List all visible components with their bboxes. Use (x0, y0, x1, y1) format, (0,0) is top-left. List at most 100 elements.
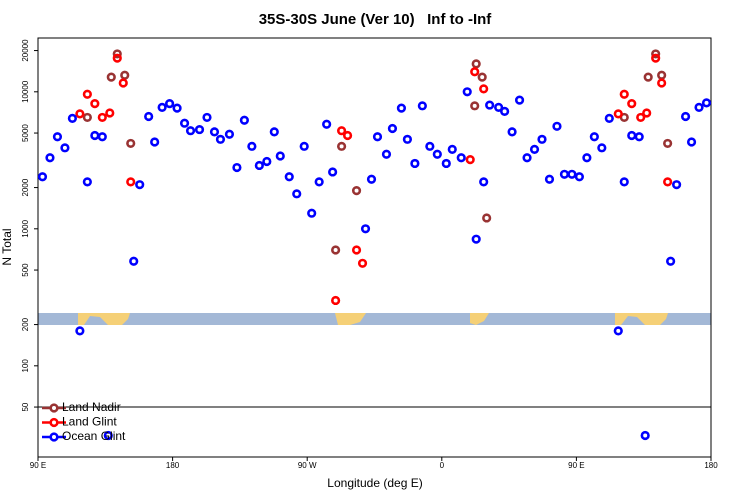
data-point (462, 87, 472, 97)
x-tick-label: 90 W (298, 461, 317, 470)
legend-label: Land Nadir (62, 400, 121, 414)
data-point (604, 113, 614, 123)
data-point (247, 141, 257, 151)
data-point (144, 111, 154, 122)
data-point (275, 151, 285, 161)
data-point (224, 129, 235, 139)
data-point (172, 103, 182, 113)
data-point (126, 138, 136, 149)
data-point (120, 70, 130, 80)
x-tick-label: 90 E (30, 461, 46, 470)
chart-title: 35S-30S June (Ver 10) Inf to -Inf (259, 11, 493, 28)
data-point (52, 132, 63, 142)
data-point (342, 130, 353, 141)
data-point (126, 177, 136, 187)
data-point (381, 149, 392, 159)
data-point (135, 180, 145, 190)
data-point (372, 132, 383, 142)
data-point (640, 430, 650, 441)
map-strip (38, 313, 711, 325)
data-point (106, 72, 116, 82)
data-point (507, 127, 517, 137)
data-point (118, 78, 128, 88)
data-point (627, 99, 637, 109)
data-point (613, 109, 623, 119)
data-point (417, 101, 427, 111)
data-point (680, 111, 691, 122)
data-point (552, 121, 562, 131)
data-point (410, 158, 420, 169)
data-point (262, 156, 272, 167)
data-point (90, 130, 100, 141)
data-point (479, 84, 489, 94)
legend-marker (49, 403, 59, 413)
data-point (82, 89, 92, 99)
data-point (634, 132, 644, 142)
data-point (471, 234, 481, 244)
data-point (202, 112, 212, 123)
data-point (269, 127, 279, 137)
y-tick-label: 10000 (21, 80, 30, 103)
data-point (67, 113, 77, 123)
data-point (179, 118, 190, 128)
data-point (529, 144, 540, 154)
data-point (666, 256, 676, 266)
data-point (537, 134, 547, 144)
data-point (522, 153, 532, 163)
data-point (157, 102, 167, 112)
data-point (627, 130, 637, 141)
data-point (636, 112, 646, 123)
data-point (619, 177, 629, 187)
data-point (441, 158, 451, 169)
data-point (254, 160, 264, 171)
data-point (432, 149, 442, 159)
data-point (470, 67, 480, 77)
data-point (307, 208, 317, 218)
plot-frame (37, 37, 712, 458)
data-point (331, 295, 341, 306)
y-tick-label: 50 (21, 402, 30, 411)
data-point (589, 132, 599, 142)
data-point (90, 99, 100, 109)
data-point (651, 49, 661, 59)
data-point (494, 102, 504, 112)
data-point (331, 245, 341, 255)
data-point (657, 70, 667, 80)
data-point (322, 119, 332, 129)
data-point (351, 245, 362, 255)
data-point (470, 101, 480, 111)
data-point (663, 177, 673, 187)
data-point (686, 137, 697, 147)
data-point (45, 153, 55, 163)
data-point (314, 177, 324, 187)
data-point (97, 132, 107, 142)
data-point (500, 106, 510, 116)
legend-label: Land Glint (62, 415, 117, 429)
data-point (185, 126, 196, 136)
data-point (471, 59, 481, 69)
data-point (544, 174, 555, 184)
data-point (209, 127, 220, 137)
data-point (336, 126, 347, 136)
legend-marker (49, 432, 59, 442)
data-point (328, 167, 338, 177)
data-point (284, 172, 294, 182)
data-point (360, 224, 371, 234)
data-point (651, 53, 661, 63)
x-tick-label: 180 (704, 461, 718, 470)
data-point (103, 430, 113, 441)
data-point (387, 123, 398, 134)
y-tick-label: 5000 (21, 124, 30, 142)
data-point (165, 99, 175, 109)
data-point (239, 115, 249, 125)
data-point (82, 112, 92, 123)
x-tick-label: 180 (166, 461, 180, 470)
data-point (672, 180, 682, 190)
data-point (75, 326, 85, 336)
data-point (112, 49, 122, 59)
y-axis-label: N Total (0, 228, 14, 265)
data-point (336, 141, 347, 151)
data-point (465, 154, 475, 165)
data-point (663, 138, 673, 149)
